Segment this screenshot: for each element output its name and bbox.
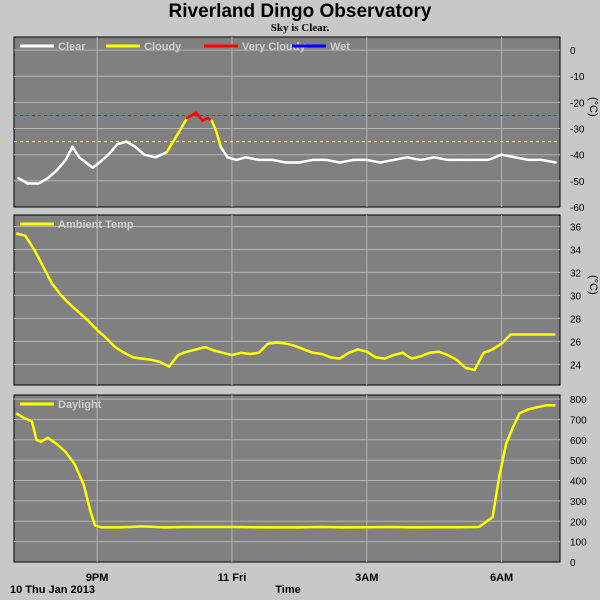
y-tick-label: 300 [570,497,587,508]
sky-temp-segment [378,158,395,164]
x-tick-label: 3AM [355,572,378,584]
sky-temp-segment [55,158,67,172]
y-tick-label: -20 [570,98,585,109]
sky-temp-segment [486,153,503,162]
y-tick-label: -10 [570,72,585,83]
y-tick-label: 200 [570,517,587,528]
y-tick-label: 34 [570,245,582,256]
x-tick-label: 11 Fri [218,572,247,584]
sky-temp-segment [17,176,29,185]
y-tick-label: -60 [570,203,585,214]
sky-temp-segment [185,111,198,120]
series-line [15,403,556,529]
sky-temp-segment [219,145,229,159]
sky-temp-segment [235,156,247,162]
y-tick-label: 36 [570,222,582,233]
legend-label: Wet [330,41,350,53]
sky-temp-segment [37,176,49,185]
y-tick-label: 0 [570,558,576,569]
legend-label: Cloudy [144,41,182,53]
sky-temp-segment [392,156,409,162]
y-tick-label: 0 [570,46,576,57]
sky-temp-segment [64,145,74,162]
sky-temp-segment [365,158,382,164]
sky-temp-segment [244,156,261,162]
x-tick-label: 9PM [86,572,109,584]
daylight-panel: 0 100 200 300 400 500 600 700 800 Daylight [13,394,587,569]
sky-panel: 0 -10 -20 -30 -40 -50 -60 (°C) Clear Cloudy Very C… [13,36,599,214]
sky-temp-segment [338,158,355,164]
y-tick-label: -50 [570,177,585,188]
sky-temp-segment [405,156,422,162]
y-tick-label: 100 [570,538,587,549]
y-tick-label: 500 [570,456,587,467]
sky-temp-segment [46,169,58,180]
sky-temp-segment [176,116,189,136]
sky-temp-segment [91,161,101,170]
sky-temp-segment [271,158,288,164]
y-tick-label: 800 [570,395,587,406]
sky-temp-segment [513,156,530,162]
sky-temp-segment [71,145,81,159]
y-tick-label: 700 [570,415,587,426]
legend-label: Ambient Temp [58,219,134,231]
sky-temp-segment [419,156,436,162]
y-tick-label: 24 [570,360,582,371]
sky-temp-segment [194,111,204,122]
y-tick-label: 600 [570,436,587,447]
chart-title: Riverland Dingo Observatory [168,1,432,22]
sky-temp-segment [298,158,315,164]
y-tick-label: 26 [570,337,582,348]
y-tick-label: 30 [570,291,582,302]
sky-temp-segment [134,145,146,156]
panel-background [13,214,561,386]
x-axis-label: Time [275,584,300,596]
date-label: 10 Thu Jan 2013 [10,584,95,596]
sky-temp-segment [500,153,517,159]
panel-background [13,36,561,208]
sky-temp-segment [116,140,128,146]
sky-temp-segment [107,142,119,156]
series-line [15,232,556,372]
sky-temp-segment [214,129,222,149]
sky-temp-segment [125,140,137,149]
ambient-panel: 24 26 28 30 32 34 36 (°C) Ambient Temp [13,214,599,386]
sky-temp-segment [210,119,218,133]
sky-temp-segment [143,153,157,159]
sky-temp-segment [540,158,557,164]
x-tick-label: 6AM [490,572,513,584]
sky-temp-segment [154,150,169,159]
sky-temp-segment [325,158,342,164]
y-tick-label: 400 [570,477,587,488]
legend-label: Daylight [58,399,102,411]
sky-temp-segment [165,132,180,154]
sky-temp-segment [432,156,449,162]
sky-temp-segment [98,153,110,164]
y-tick-label: -30 [570,125,585,136]
legend-label: Clear [58,41,86,53]
y-tick-label: -40 [570,151,585,162]
panel-background [13,394,561,563]
y-axis-unit-label: (°C) [587,97,599,117]
sky-temp-segment [226,156,238,162]
y-axis-unit-label: (°C) [587,275,599,295]
legend-label: Very Cloudy [242,41,306,53]
sky-temp-segment [84,161,94,170]
y-tick-label: 28 [570,314,582,325]
sky-temp-segment [77,156,88,164]
chart-subtitle: Sky is Clear. [270,22,330,34]
y-tick-label: 32 [570,268,582,279]
